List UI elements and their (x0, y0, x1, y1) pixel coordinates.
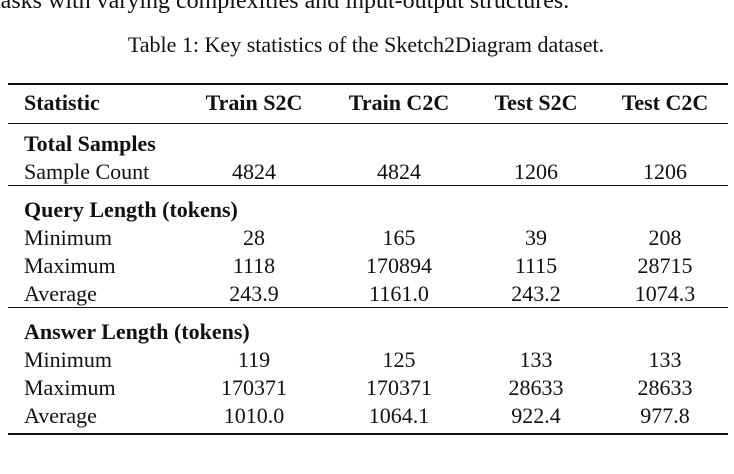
column-header: Test C2C (621, 90, 709, 115)
cell: 1118 (232, 253, 276, 278)
cell: 243.2 (511, 281, 561, 306)
cell: 28633 (508, 375, 564, 400)
cell: 243.9 (229, 281, 279, 306)
section-rule (8, 307, 728, 308)
header-rule (8, 123, 728, 124)
column-header: Test S2C (494, 90, 578, 115)
cell: 922.4 (511, 403, 561, 428)
cell: Maximum (24, 253, 116, 278)
section-title: Total Samples (24, 131, 156, 156)
cell: 28 (243, 225, 265, 250)
cell: 119 (237, 347, 271, 372)
cell: 4824 (377, 159, 421, 184)
column-header: Statistic (24, 90, 100, 115)
intro-text: tasks with varying complexities and inpu… (0, 0, 570, 14)
cell: 170371 (366, 375, 432, 400)
cell: Maximum (24, 375, 116, 400)
column-header: Train C2C (348, 90, 450, 115)
section-title: Query Length (tokens) (24, 197, 238, 222)
cell: Sample Count (24, 159, 150, 184)
cell: 977.8 (640, 403, 690, 428)
cell: 1064.1 (368, 403, 430, 428)
cell: 1074.3 (634, 281, 696, 306)
cell: Average (24, 403, 97, 428)
cell: 133 (519, 347, 553, 372)
cell: 4824 (232, 159, 276, 184)
cell: 28715 (637, 253, 693, 278)
section-title: Answer Length (tokens) (24, 319, 250, 344)
cell: 170894 (366, 253, 432, 278)
bottom-rule (8, 433, 728, 435)
cell: 39 (525, 225, 547, 250)
cell: Minimum (24, 225, 113, 250)
cell: 208 (648, 225, 682, 250)
cell: Average (24, 281, 97, 306)
cell: 165 (382, 225, 416, 250)
cell: 1161.0 (369, 281, 429, 306)
cell: 1115 (514, 253, 558, 278)
cell: 170371 (221, 375, 287, 400)
cell: Minimum (24, 347, 113, 372)
cell: 1206 (514, 159, 558, 184)
column-header: Train S2C (205, 90, 303, 115)
cell: 125 (382, 347, 416, 372)
top-rule (8, 83, 728, 85)
cell: 1206 (643, 159, 687, 184)
cell: 28633 (637, 375, 693, 400)
cell: 1010.0 (223, 403, 285, 428)
cell: 133 (648, 347, 682, 372)
section-rule (8, 185, 728, 186)
caption: Table 1: Key statistics of the Sketch2Di… (127, 32, 605, 57)
